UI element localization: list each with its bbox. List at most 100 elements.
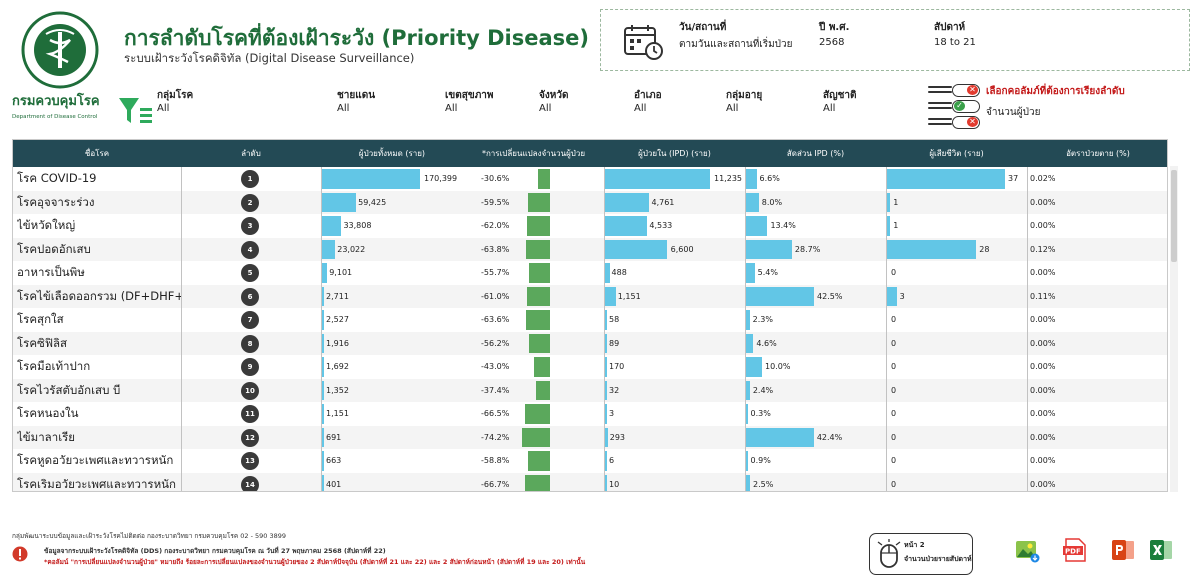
change-value: -66.5%: [481, 409, 510, 418]
disease-name[interactable]: โรคอุจจาระร่วง: [17, 194, 95, 209]
filter-icon: [119, 98, 152, 123]
filter-province[interactable]: All: [539, 103, 552, 114]
disease-name[interactable]: โรคมือเท้าปาก: [17, 359, 91, 373]
total-patients-value: 1,352: [326, 385, 349, 395]
change-bar: [538, 169, 550, 189]
col-header-change[interactable]: *การเปลี่ยนแปลงจำนวนผู้ป่วย: [481, 149, 586, 158]
rank-badge: 7: [241, 311, 259, 329]
table-row[interactable]: โรคเริมอวัยวะเพศและทวารหนัก 14 401 -66.7% 10…: [13, 472, 1167, 491]
cfr-value: 0.00%: [1030, 338, 1056, 348]
cfr-value: 0.12%: [1030, 244, 1056, 254]
disease-name[interactable]: โรคหูดอวัยวะเพศและทวารหนัก: [17, 453, 174, 467]
list-lines-icon: [928, 86, 952, 96]
table-scrollbar[interactable]: [1170, 166, 1178, 492]
disease-name[interactable]: ไข้หวัดใหญ่: [17, 218, 76, 232]
filter-health-region[interactable]: All: [445, 103, 458, 114]
filter-border[interactable]: All: [337, 103, 350, 114]
disease-table: ชื่อโรค ลำดับ ผู้ป่วยทั้งหมด (ราย) *การเ…: [12, 139, 1168, 492]
change-value: -61.0%: [481, 291, 510, 301]
deaths-value: 0: [891, 315, 897, 324]
col-header-ipd[interactable]: ผู้ป่วยใน (IPD) (ราย): [638, 149, 711, 158]
ipd-bar: [605, 451, 607, 471]
change-value: -62.0%: [481, 221, 510, 230]
table-row[interactable]: ไข้หวัดใหญ่ 3 33,808 -62.0% 4,533 13.4% 1 0.00%: [13, 214, 1167, 238]
change-value: -74.2%: [481, 432, 510, 442]
table-row[interactable]: โรคสุกใส 7 2,527 -63.6% 58 2.3% 0 0.00%: [13, 308, 1167, 332]
export-excel-icon[interactable]: [1148, 537, 1174, 563]
table-row[interactable]: โรคมือเท้าปาก 9 1,692 -43.0% 170 10.0% 0 0.00%: [13, 355, 1167, 379]
col-header-deaths[interactable]: ผู้เสียชีวิต (ราย): [929, 149, 984, 158]
filter-district[interactable]: All: [634, 103, 647, 114]
scrollbar-thumb[interactable]: [1171, 170, 1177, 262]
page-subtitle: ระบบเฝ้าระวังโรคดิจิทัล (Digital Disease…: [124, 51, 415, 65]
ipd-pct-value: 2.5%: [753, 479, 774, 489]
disease-name[interactable]: โรค COVID-19: [17, 171, 97, 185]
disease-name[interactable]: ไข้มาลาเรีย: [17, 429, 76, 444]
col-header-disease[interactable]: ชื่อโรค: [84, 149, 110, 158]
ipd-bar: [605, 380, 607, 400]
filter-health-region-label: เขตสุขภาพ: [445, 90, 494, 101]
table-row[interactable]: โรคไข้เลือดออกรวม (DF+DHF+D.. 6 2,711 -61.0…: [13, 284, 1167, 308]
col-header-total[interactable]: ผู้ป่วยทั้งหมด (ราย): [358, 149, 426, 158]
page-2-button[interactable]: หน้า 2 จำนวนป่วยรายสัปดาห์: [869, 533, 973, 575]
table-row[interactable]: โรคปอดอักเสบ 4 23,022 -63.8% 6,600 28.7% 28 0.1…: [13, 237, 1167, 261]
table-row[interactable]: อาหารเป็นพิษ 5 9,101 -55.7% 488 5.4% 0 0.00%: [13, 261, 1167, 285]
ipd-value: 488: [611, 268, 627, 277]
col-header-cfr[interactable]: อัตราป่วยตาย (%): [1066, 149, 1130, 158]
table-row[interactable]: โรค COVID-19 1 170,399 -30.6% 11,235 6.6% 37 0.…: [13, 167, 1167, 191]
deaths-value: 0: [891, 338, 897, 348]
disease-name[interactable]: โรคหนองใน: [17, 406, 79, 420]
toggle-off-icon: ✕: [952, 84, 980, 97]
table-row[interactable]: ไข้มาลาเรีย 12 691 -74.2% 293 42.4% 0 0.00%: [13, 425, 1167, 449]
col-header-ipd-pct[interactable]: สัดส่วน IPD (%): [786, 149, 845, 158]
deaths-value: 0: [891, 456, 897, 465]
change-value: -55.7%: [481, 268, 510, 277]
table-row[interactable]: โรคซิฟิลิส 8 1,916 -56.2% 89 4.6% 0 0.00%: [13, 331, 1167, 355]
list-lines-icon: [928, 118, 952, 128]
toggle-off-icon[interactable]: ✕: [952, 116, 980, 129]
table-row[interactable]: โรคไวรัสตับอักเสบ บี 10 1,352 -37.4% 32 2.4% 0…: [13, 378, 1167, 402]
total-patients-value: 1,916: [326, 338, 349, 348]
filter-age-group[interactable]: All: [726, 103, 739, 114]
total-patients-bar: [322, 192, 357, 212]
rank-badge: 13: [241, 452, 259, 470]
disease-name[interactable]: อาหารเป็นพิษ: [17, 265, 85, 279]
table-row[interactable]: โรคหนองใน 11 1,151 -66.5% 3 0.3% 0 0.00%: [13, 402, 1167, 426]
date-value[interactable]: ตามวันและสถานที่เริ่มป่วย: [679, 39, 793, 50]
filter-disease-group[interactable]: All: [157, 103, 170, 114]
total-patients-value: 663: [326, 456, 342, 465]
disease-name[interactable]: โรคไข้เลือดออกรวม (DF+DHF+D..: [17, 288, 181, 303]
sort-title: เลือกคอลัมภ์ที่ต้องการเรียงลำดับ: [986, 86, 1125, 97]
disease-name[interactable]: โรคปอดอักเสบ: [17, 241, 91, 256]
ipd-value: 1,151: [617, 291, 641, 301]
ipd-bar: [605, 357, 607, 377]
total-patients-value: 2,527: [326, 315, 349, 324]
year-value[interactable]: 2568: [819, 37, 845, 48]
change-bar: [527, 451, 550, 471]
table-row[interactable]: โรคอุจจาระร่วง 2 59,425 -59.5% 4,761 8.0% 1 0.0…: [13, 190, 1167, 214]
total-patients-value: 2,711: [326, 291, 349, 301]
disease-name[interactable]: โรคไวรัสตับอักเสบ บี: [17, 382, 121, 397]
week-value[interactable]: 18 to 21: [934, 37, 976, 48]
disease-name[interactable]: โรคซิฟิลิส: [17, 335, 68, 350]
table-row[interactable]: โรคหูดอวัยวะเพศและทวารหนัก 13 663 -58.8% 6 0.…: [13, 449, 1167, 473]
cfr-value: 0.11%: [1030, 291, 1056, 301]
disease-name[interactable]: โรคเริมอวัยวะเพศและทวารหนัก: [17, 476, 176, 491]
cfr-value: 0.00%: [1030, 221, 1056, 230]
ipd-bar: [605, 169, 710, 189]
total-patients-bar: [322, 451, 324, 471]
export-pdf-icon[interactable]: PDF: [1062, 537, 1088, 563]
toggle-on-icon[interactable]: ✓: [952, 100, 980, 113]
cfr-value: 0.00%: [1030, 268, 1056, 277]
col-header-rank[interactable]: ลำดับ: [241, 149, 261, 158]
change-value: -66.7%: [481, 479, 510, 489]
filter-age-group-label: กลุ่มอายุ: [726, 90, 763, 101]
export-powerpoint-icon[interactable]: [1110, 537, 1136, 563]
disease-name[interactable]: โรคสุกใส: [17, 312, 64, 326]
ipd-value: 58: [609, 315, 620, 324]
filter-nationality[interactable]: All: [823, 103, 836, 114]
column-divider: [181, 167, 182, 491]
export-image-icon[interactable]: [1014, 537, 1040, 563]
cfr-value: 0.00%: [1030, 385, 1056, 395]
rank-badge: 2: [241, 193, 259, 212]
